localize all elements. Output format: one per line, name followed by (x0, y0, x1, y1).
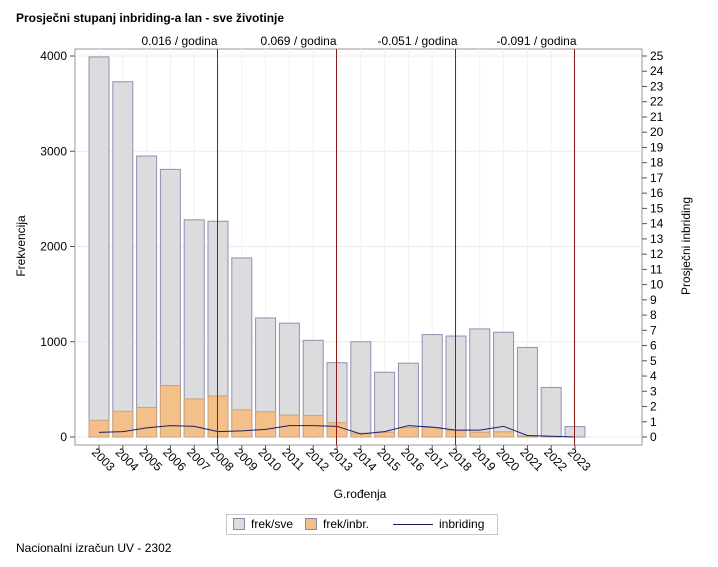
bar-frek-inbr (231, 409, 253, 438)
y2-axis-title: Prosječni inbriding (679, 197, 693, 295)
reference-label: 0.069 / godina (260, 34, 336, 48)
y2-tick-label: 18 (650, 156, 664, 170)
y-tick-label: 2000 (40, 240, 67, 254)
y2-tick-label: 10 (650, 278, 664, 292)
bar-frek-inbr (255, 411, 277, 438)
bar-frek-inbr (88, 419, 110, 438)
x-tick-label: 2012 (303, 445, 332, 474)
y-tick-label: 4000 (40, 49, 67, 63)
x-axis-title: G.rođenja (334, 487, 387, 501)
legend-swatch-frek-sve (233, 518, 245, 530)
x-tick-label: 2010 (255, 445, 284, 474)
bar-frek-sve (350, 341, 372, 438)
legend-item-frek-inbr: frek/inbr. (305, 517, 369, 531)
bar-frek-inbr (516, 435, 538, 438)
y2-tick-label: 21 (650, 110, 664, 124)
bar-frek-sve (88, 56, 110, 438)
legend-swatch-frek-inbr (305, 518, 317, 530)
bar-frek-sve (493, 331, 515, 438)
y2-tick-label: 7 (650, 323, 657, 337)
bar-frek-sve (421, 334, 443, 438)
y2-tick-label: 22 (650, 95, 664, 109)
y2-tick-label: 19 (650, 140, 664, 154)
x-tick-label: 2004 (113, 445, 142, 474)
x-tick-label: 2020 (493, 445, 522, 474)
y2-tick-label: 4 (650, 369, 657, 383)
x-tick-label: 2014 (351, 445, 380, 474)
legend-label-inbriding: inbriding (439, 517, 485, 531)
x-tick-label: 2018 (446, 445, 475, 474)
y2-tick-label: 6 (650, 339, 657, 353)
bar-frek-sve (112, 81, 134, 438)
x-tick-label: 2003 (89, 445, 118, 474)
bar-frek-inbr (374, 431, 396, 438)
y2-tick-label: 8 (650, 308, 657, 322)
y2-tick-label: 1 (650, 415, 657, 429)
y2-tick-label: 2 (650, 400, 657, 414)
bar-frek-inbr (350, 432, 372, 438)
y2-tick-label: 23 (650, 79, 664, 93)
y2-tick-label: 24 (650, 64, 664, 78)
bar-frek-sve (516, 346, 538, 438)
bar-frek-inbr (159, 385, 181, 438)
footer-note: Nacionalni izračun UV - 2302 (16, 541, 172, 555)
x-tick-label: 2008 (208, 445, 237, 474)
x-tick-label: 2019 (470, 445, 499, 474)
reference-label: -0.051 / godina (377, 34, 457, 48)
legend: frek/sve frek/inbr. inbriding (226, 514, 498, 535)
bar-frek-inbr (397, 426, 419, 438)
bar-frek-sve (540, 386, 562, 438)
reference-label: 0.016 / godina (141, 34, 217, 48)
x-tick-label: 2023 (565, 445, 594, 474)
x-tick-label: 2011 (279, 445, 307, 473)
y2-tick-label: 13 (650, 232, 664, 246)
x-tick-label: 2006 (160, 445, 189, 474)
legend-item-frek-sve: frek/sve (233, 517, 293, 531)
bar-frek-inbr (136, 406, 158, 438)
chart-title: Prosječni stupanj inbriding-a lan - sve … (16, 11, 285, 25)
y2-tick-label: 0 (650, 430, 657, 444)
bar-frek-sve (374, 371, 396, 438)
y2-tick-label: 5 (650, 354, 657, 368)
y2-tick-label: 15 (650, 201, 664, 215)
y-tick-label: 3000 (40, 144, 67, 158)
y2-tick-label: 16 (650, 186, 664, 200)
y-tick-label: 0 (60, 430, 67, 444)
y2-tick-label: 20 (650, 125, 664, 139)
legend-label-frek-sve: frek/sve (251, 517, 294, 531)
x-tick-label: 2007 (184, 445, 213, 474)
x-tick-label: 2016 (398, 445, 427, 474)
bar-frek-inbr (183, 398, 205, 438)
y2-tick-label: 17 (650, 171, 664, 185)
bar-frek-inbr (469, 431, 491, 438)
reference-label: -0.091 / godina (496, 34, 576, 48)
x-tick-label: 2017 (422, 445, 451, 474)
bar-frek-inbr (112, 410, 134, 438)
y-tick-label: 1000 (40, 335, 67, 349)
x-tick-label: 2021 (517, 445, 546, 474)
x-tick-label: 2005 (136, 445, 165, 474)
y-axis-title: Frekvencija (14, 215, 28, 277)
y2-tick-label: 3 (650, 384, 657, 398)
legend-line-inbriding (393, 523, 433, 525)
legend-item-inbriding: inbriding (393, 517, 484, 531)
y2-tick-label: 11 (650, 262, 663, 276)
x-tick-label: 2022 (541, 445, 570, 474)
y2-tick-label: 12 (650, 247, 664, 261)
y2-tick-label: 9 (650, 293, 657, 307)
legend-label-frek-inbr: frek/inbr. (323, 517, 370, 531)
bar-frek-inbr (421, 426, 443, 438)
bar-frek-inbr (493, 431, 515, 438)
x-tick-label: 2009 (232, 445, 261, 474)
y2-tick-label: 25 (650, 49, 664, 63)
bar-frek-sve (136, 155, 158, 438)
x-tick-label: 2015 (374, 445, 403, 474)
bar-frek-sve (469, 328, 491, 438)
y2-tick-label: 14 (650, 217, 664, 231)
x-tick-label: 2013 (327, 445, 356, 474)
